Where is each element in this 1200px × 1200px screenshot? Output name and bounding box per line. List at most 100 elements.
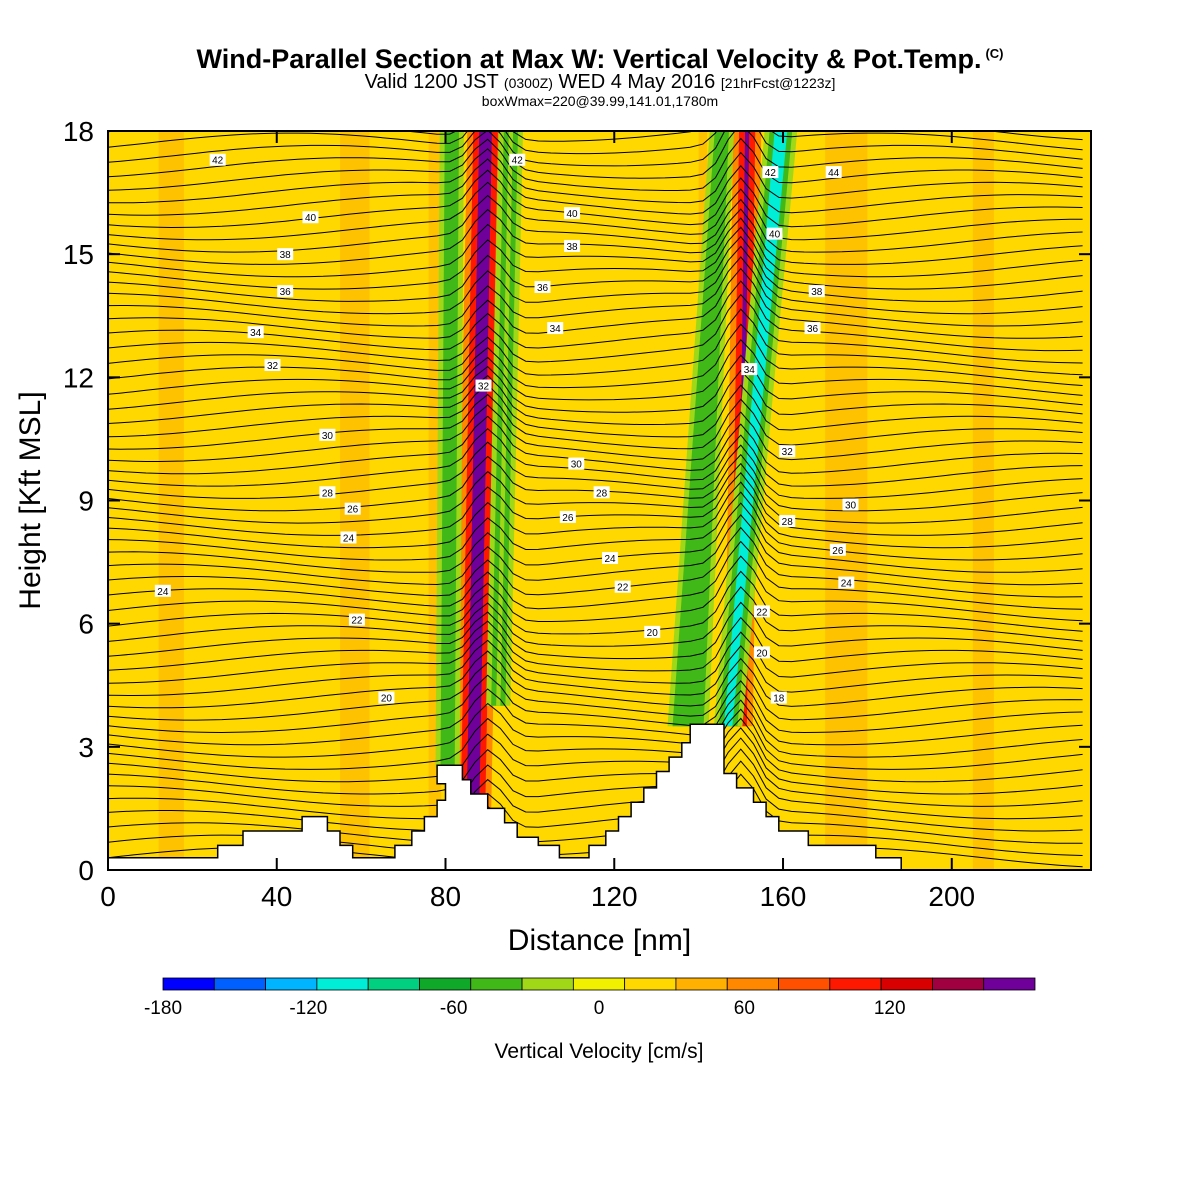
weak-updraft-band xyxy=(340,131,370,870)
isentrope-label-bg xyxy=(509,153,526,166)
isentrope-label: 38 xyxy=(277,248,294,261)
colorbar-swatch xyxy=(880,977,933,991)
isentrope-label: 34 xyxy=(741,363,758,376)
isentrope-line xyxy=(108,708,1083,770)
isentrope-label: 42 xyxy=(509,153,526,167)
isentrope-label: 22 xyxy=(753,605,770,618)
isentrope-line xyxy=(108,481,1083,549)
isentrope-line xyxy=(108,748,1083,820)
isentrope-label-text: 44 xyxy=(828,168,840,179)
colorbar-swatch xyxy=(624,977,677,991)
isentrope-label-bg xyxy=(559,510,576,523)
isentrope-line xyxy=(108,293,1083,364)
colorbar-tick-label: 0 xyxy=(594,998,605,1019)
isentrope-line xyxy=(108,629,1083,684)
isentrope-label-bg xyxy=(475,379,492,392)
updraft-core-1 xyxy=(466,131,492,809)
isentrope-line xyxy=(108,727,1083,795)
chart-box-info: boxWmax=220@39.99,141.01,1780m xyxy=(481,93,719,109)
isentrope-line xyxy=(108,131,1083,142)
isentrope-line xyxy=(108,502,1083,573)
isentrope-label: 42 xyxy=(209,153,226,167)
isentrope-label-bg xyxy=(319,428,336,441)
isentrope-label-text: 24 xyxy=(157,587,169,598)
field-background xyxy=(108,131,1091,870)
isentrope-label-bg xyxy=(277,285,294,298)
isentrope-line xyxy=(108,639,1083,697)
isentrope-line xyxy=(108,674,1083,734)
isentrope-label-text: 36 xyxy=(537,283,549,294)
colorbar-swatch xyxy=(265,977,318,991)
isentrope-label: 26 xyxy=(559,510,576,524)
isentrope-label: 38 xyxy=(808,285,825,298)
isentrope-label-text: 34 xyxy=(744,365,756,376)
isentrope-label: 42 xyxy=(762,166,779,179)
isentrope-label-text: 40 xyxy=(567,209,579,220)
y-tick-label: 3 xyxy=(78,732,94,763)
isentrope-label-bg xyxy=(614,580,631,593)
isentrope-line xyxy=(108,235,1083,302)
colorbar-tick-label: -180 xyxy=(144,998,182,1019)
downdraft-edge-1-east xyxy=(496,131,514,706)
x-tick-label: 200 xyxy=(928,881,975,912)
isentrope-label-text: 40 xyxy=(769,230,781,241)
isentrope-label-bg xyxy=(753,646,770,659)
isentrope-label: 36 xyxy=(804,322,821,335)
x-tick-label: 40 xyxy=(261,881,292,912)
isentrope-line xyxy=(108,245,1083,315)
isentrope-label-text: 34 xyxy=(250,328,262,339)
isentrope-label-text: 22 xyxy=(617,583,629,594)
isentrope-line xyxy=(108,472,1083,536)
isentrope-label-bg xyxy=(154,584,171,597)
colorbar-swatch xyxy=(983,977,1036,991)
isentrope-label-bg xyxy=(779,515,796,528)
isentrope-label: 34 xyxy=(547,322,564,335)
isentrope-label: 38 xyxy=(564,239,581,253)
isentrope-line xyxy=(108,384,1083,438)
isentrope-label-bg xyxy=(593,486,610,499)
isentrope-line xyxy=(108,650,1083,709)
isentrope-label-bg xyxy=(547,322,564,335)
colorbar: -180 -120 -60 0 60 120 Vertical Velocity [cm/s… xyxy=(144,977,1036,1063)
isentrope-line xyxy=(108,586,1083,647)
isentrope-label-bg xyxy=(762,166,779,179)
isentrope-label-text: 26 xyxy=(347,505,359,516)
isentrope-line xyxy=(108,699,1083,758)
x-tick-label: 120 xyxy=(591,881,638,912)
y-tick-label: 18 xyxy=(63,116,94,147)
isentrope-label-bg xyxy=(779,445,796,458)
isentrope-line xyxy=(108,256,1083,327)
isentrope-label: 20 xyxy=(378,691,395,705)
isentrope-line xyxy=(108,737,1083,807)
downdraft-core-2 xyxy=(723,131,788,727)
isentrope-label-text: 28 xyxy=(322,488,334,499)
isentrope-line xyxy=(108,540,1083,610)
isentrope-label-text: 32 xyxy=(478,382,490,393)
isentrope-line xyxy=(108,688,1083,746)
colorbar-tick-label: 120 xyxy=(874,998,906,1019)
isentrope-label: 20 xyxy=(753,646,770,659)
isentrope-line xyxy=(108,308,1083,376)
colorbar-swatch xyxy=(726,977,779,991)
x-axis-label: Distance [nm] xyxy=(508,924,691,957)
isentrope-line xyxy=(108,217,1083,278)
isentrope-label-bg xyxy=(602,551,619,564)
isentrope-label-bg xyxy=(564,239,581,252)
isentrope-label-bg xyxy=(277,248,294,261)
isentrope-labels: 42 40 38 36 34 32 30 28 26 24 24 22 20 42 40 38 36 34 32 30… xyxy=(154,153,859,705)
isentrope-label-text: 32 xyxy=(267,361,279,372)
isentrope-line xyxy=(108,491,1083,561)
isentrope-line xyxy=(108,208,1083,265)
isentrope-label-bg xyxy=(302,211,319,224)
isentrope-label-bg xyxy=(770,691,787,704)
isentrope-label-text: 38 xyxy=(280,250,292,261)
colorbar-swatch xyxy=(932,977,985,991)
isentrope-label: 40 xyxy=(766,227,783,241)
isentrope-label: 28 xyxy=(593,486,610,499)
isentrope-label-text: 32 xyxy=(782,447,794,458)
isentrope-label-text: 30 xyxy=(571,460,583,471)
isentrope-label-text: 18 xyxy=(773,694,785,705)
isentrope-label: 32 xyxy=(475,379,492,393)
isentrope-label: 20 xyxy=(644,625,661,639)
